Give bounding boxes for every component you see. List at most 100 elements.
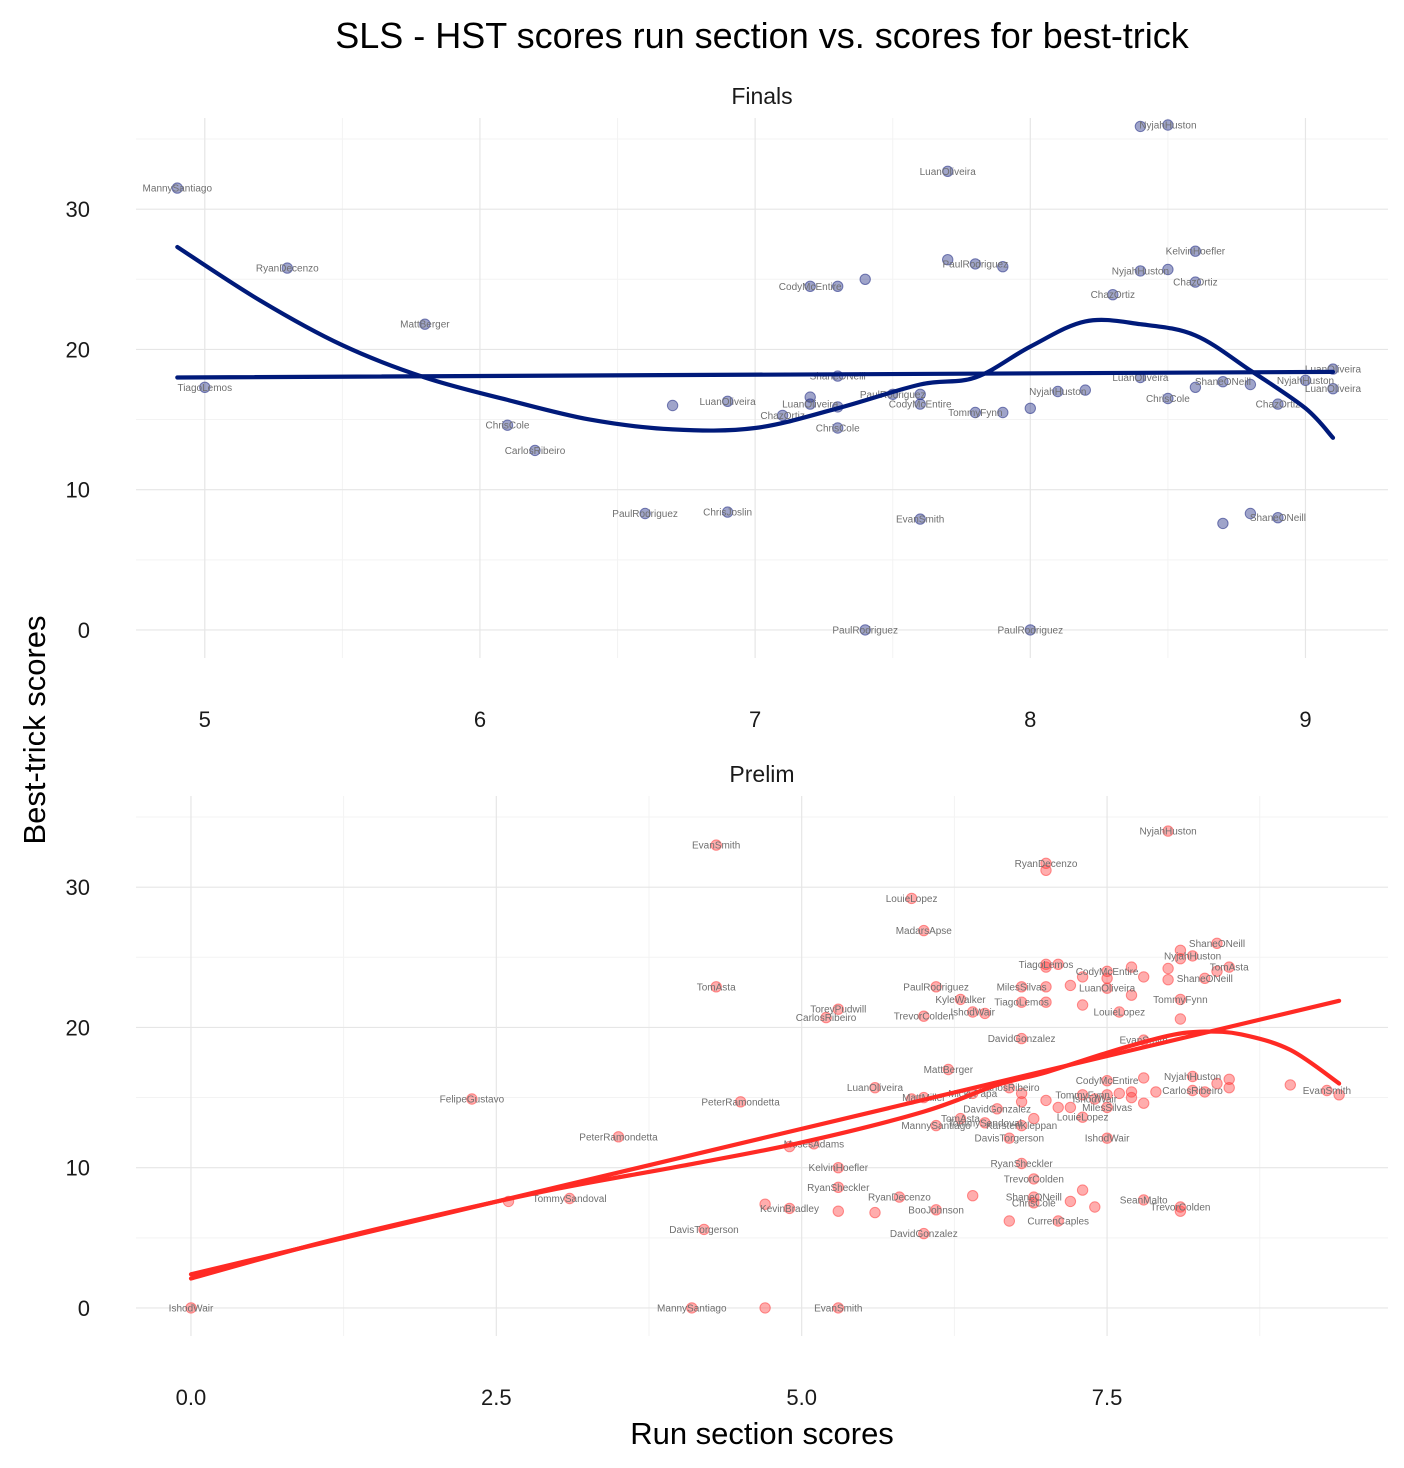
data-point bbox=[1211, 1077, 1223, 1090]
data-point bbox=[1028, 1112, 1040, 1125]
data-point bbox=[1125, 1091, 1138, 1104]
data-point bbox=[1186, 1070, 1199, 1083]
data-point-label: CodyMcEntire bbox=[1076, 1076, 1139, 1087]
data-point bbox=[501, 419, 514, 431]
data-point-label: PaulRodriguez bbox=[942, 259, 1008, 270]
data-point-label: IshodWair bbox=[1085, 1134, 1130, 1145]
data-point bbox=[1052, 385, 1064, 398]
data-point bbox=[1189, 245, 1202, 257]
x-tick-label: 2.5 bbox=[481, 1385, 512, 1410]
data-point bbox=[914, 513, 926, 525]
data-point-label: LouieLopez bbox=[1093, 1008, 1145, 1019]
data-point bbox=[1321, 1084, 1333, 1097]
data-point bbox=[820, 1011, 832, 1024]
data-point bbox=[1076, 999, 1089, 1011]
x-tick-label: 7 bbox=[749, 707, 761, 732]
data-point-label: ShaneONeill bbox=[1006, 1193, 1062, 1204]
data-point-label: TommySandoval bbox=[948, 1118, 1022, 1129]
data-point bbox=[1064, 979, 1077, 992]
data-point bbox=[967, 1190, 979, 1202]
data-point bbox=[1015, 996, 1028, 1008]
data-point-label: ChrisJoslin bbox=[703, 508, 752, 519]
data-point bbox=[1186, 1084, 1199, 1097]
data-point-label: DavidGonzalez bbox=[890, 1229, 958, 1240]
data-point bbox=[1079, 384, 1092, 396]
data-point-label: CarlosRibeiro bbox=[505, 446, 566, 457]
data-point bbox=[804, 391, 816, 403]
data-point-label: NyjahHuston bbox=[1139, 827, 1196, 838]
data-point bbox=[1028, 1197, 1040, 1209]
data-point bbox=[1284, 1079, 1297, 1091]
x-tick-label: 7.5 bbox=[1092, 1385, 1123, 1410]
data-point-label: LuanOliveira bbox=[700, 397, 757, 408]
data-point bbox=[1101, 982, 1113, 994]
data-point-label: LouieLopez bbox=[886, 894, 938, 905]
data-point bbox=[1003, 1215, 1015, 1227]
data-point-label: ShaneONeill bbox=[1250, 513, 1306, 524]
data-point bbox=[954, 1112, 967, 1125]
data-point bbox=[1327, 383, 1339, 395]
data-point bbox=[905, 892, 918, 905]
data-point-label: PaulRodriguez bbox=[903, 982, 969, 993]
data-point bbox=[969, 406, 981, 419]
data-point bbox=[721, 395, 734, 407]
data-point-label: KelvinHoefler bbox=[1166, 247, 1226, 258]
data-point bbox=[419, 318, 431, 330]
data-point bbox=[1217, 376, 1229, 388]
data-point-label: RyanSheckler bbox=[807, 1183, 870, 1194]
data-point bbox=[918, 1227, 930, 1240]
data-point bbox=[1040, 958, 1052, 970]
x-tick-label: 6 bbox=[474, 707, 486, 732]
data-point bbox=[1223, 1082, 1235, 1094]
data-point-label: IshodWair bbox=[1072, 1095, 1117, 1106]
data-point bbox=[1272, 398, 1284, 410]
data-point bbox=[1174, 944, 1187, 956]
data-point bbox=[1162, 962, 1174, 975]
data-point-label: DavisTorgerson bbox=[975, 1134, 1044, 1145]
data-point bbox=[759, 1198, 771, 1210]
data-point-label: NyjahHuston bbox=[1164, 951, 1221, 962]
data-point bbox=[1101, 1132, 1113, 1144]
data-point bbox=[1125, 961, 1138, 973]
facet-strip-label: Prelim bbox=[729, 761, 794, 787]
data-point bbox=[1162, 825, 1174, 837]
data-point bbox=[666, 399, 679, 412]
facet-panels: Finals 5 6 7 8 9 0 10 20 30 MannySantiago TiagoLemo… bbox=[66, 83, 1388, 1410]
data-point-label: DavidGonzalez bbox=[988, 1034, 1056, 1045]
data-point-label: ChazOrtiz bbox=[1256, 400, 1300, 411]
data-point bbox=[832, 1181, 844, 1194]
data-point bbox=[869, 1206, 881, 1219]
data-point bbox=[1101, 1089, 1113, 1101]
data-point bbox=[281, 262, 293, 274]
data-point bbox=[1138, 971, 1150, 983]
data-point bbox=[1223, 1073, 1235, 1086]
data-point bbox=[1199, 972, 1211, 984]
data-point bbox=[1150, 1086, 1162, 1098]
data-point bbox=[1076, 1111, 1089, 1123]
data-point bbox=[1089, 1201, 1101, 1213]
data-point-label: LouieLopez bbox=[1057, 1113, 1109, 1124]
data-point-label: TiagoLemos bbox=[1019, 960, 1074, 971]
data-point-label: CurrenCaples bbox=[1027, 1217, 1089, 1228]
data-point bbox=[1024, 402, 1037, 414]
y-tick-label: 0 bbox=[78, 1296, 90, 1321]
data-point-label: TomAsta bbox=[697, 982, 736, 993]
data-point-label: DavisTorgerson bbox=[669, 1225, 738, 1236]
data-point-label: ShaneONeill bbox=[1189, 939, 1245, 950]
data-point-label: EvanSmith bbox=[692, 841, 740, 852]
data-point bbox=[1052, 1101, 1064, 1114]
data-point bbox=[1138, 1097, 1150, 1109]
data-point-label: CodyMcEntire bbox=[1076, 967, 1139, 978]
data-point-label: TrevorColden bbox=[894, 1012, 954, 1023]
linear-fit-line bbox=[175, 369, 1336, 380]
data-point-label: ShaneONeill bbox=[1177, 974, 1233, 985]
data-point-label: MilesSilvas bbox=[997, 982, 1047, 993]
data-point-label: LuanOliveira bbox=[1079, 984, 1136, 995]
data-point-label: EvanSmith bbox=[896, 515, 944, 526]
data-point-label: PaulRodriguez bbox=[997, 625, 1063, 636]
data-point bbox=[1134, 265, 1147, 277]
smooth-fit-line bbox=[188, 1029, 1342, 1281]
data-point bbox=[1138, 1072, 1150, 1084]
data-point bbox=[942, 165, 954, 178]
data-point-label: TrevorColden bbox=[1150, 1203, 1210, 1214]
